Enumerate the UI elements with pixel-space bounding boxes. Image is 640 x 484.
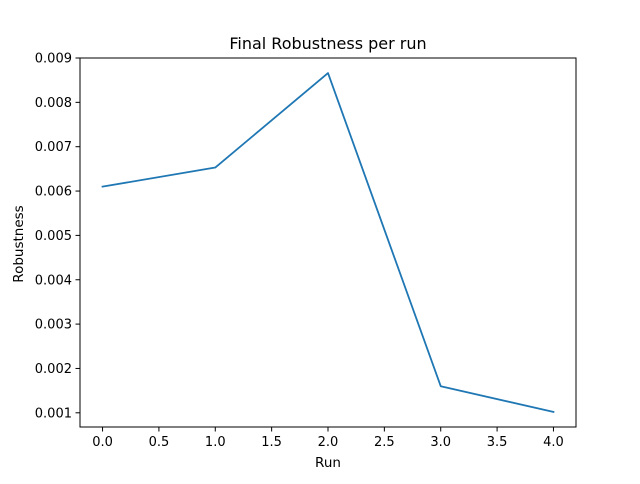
- y-tick-label: 0.006: [35, 185, 72, 200]
- y-tick-label: 0.008: [35, 96, 72, 111]
- y-tick-label: 0.001: [35, 406, 72, 421]
- y-tick-label: 0.002: [35, 362, 72, 377]
- x-tick-label: 1.5: [261, 435, 282, 450]
- x-tick-label: 1.0: [205, 435, 226, 450]
- y-tick-label: 0.004: [35, 273, 72, 288]
- y-tick-label: 0.007: [35, 140, 72, 155]
- y-tick-label: 0.005: [35, 229, 72, 244]
- y-axis-label: Robustness: [11, 205, 27, 282]
- x-tick-label: 0.5: [149, 435, 170, 450]
- chart-title: Final Robustness per run: [229, 34, 426, 53]
- x-tick-label: 4.0: [543, 435, 564, 450]
- x-axis-label: Run: [315, 455, 341, 471]
- y-tick-label: 0.009: [35, 52, 72, 67]
- y-tick-label: 0.003: [35, 318, 72, 333]
- x-tick-label: 0.0: [92, 435, 113, 450]
- x-tick-label: 3.5: [487, 435, 508, 450]
- x-tick-label: 3.0: [430, 435, 451, 450]
- x-tick-label: 2.5: [374, 435, 395, 450]
- x-tick-label: 2.0: [318, 435, 339, 450]
